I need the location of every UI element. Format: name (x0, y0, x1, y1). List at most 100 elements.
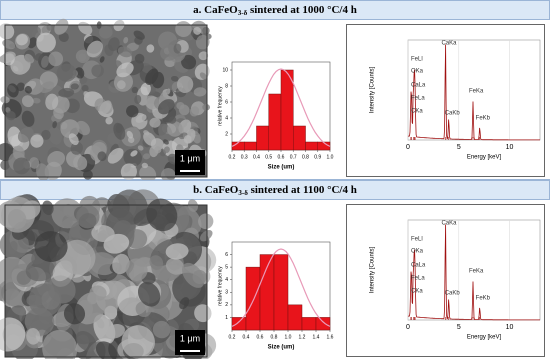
x-tick-label: 5 (457, 324, 461, 331)
spectrum-trace (407, 44, 540, 141)
sem-grain (202, 103, 211, 111)
y-tick-label: 5 (225, 264, 228, 270)
sem-grain (16, 82, 25, 92)
sem-grain (60, 119, 80, 139)
sem-grain (42, 329, 78, 359)
sem-image (0, 18, 212, 183)
sem-grain (0, 23, 15, 40)
fit-curve (231, 248, 331, 327)
sem-grain (12, 65, 19, 72)
sem-grain (198, 213, 214, 230)
histogram-bar (273, 254, 289, 331)
sem-grain (12, 145, 25, 161)
peak-label: FeLl (411, 237, 423, 243)
sem-grain (7, 126, 22, 147)
sem-grain (16, 33, 28, 46)
histogram-bar (293, 125, 306, 151)
histogram-bar (231, 317, 247, 331)
sem-grain (181, 262, 205, 288)
histogram-bar (287, 304, 303, 331)
sem-image (0, 189, 217, 359)
x-tick-label: 10 (506, 144, 514, 151)
x-tick-label: 0 (406, 144, 410, 151)
sem-frame (4, 24, 208, 178)
x-axis-label: Size (um) (268, 345, 295, 351)
x-tick-label: 0.8 (302, 154, 309, 160)
sem-grain (193, 87, 207, 97)
sem-grain (58, 32, 69, 42)
sem-grain (130, 150, 138, 157)
sem-grain (126, 105, 139, 118)
y-tick-label: 6 (225, 99, 228, 105)
y-tick-label: 3 (225, 290, 228, 296)
sem-grain (193, 26, 202, 35)
x-tick-label: 1.4 (313, 334, 320, 340)
sem-grain (41, 55, 49, 68)
sem-grain (137, 145, 144, 151)
sem-grain (91, 64, 104, 78)
peak-label: CaKb (445, 111, 461, 117)
y-tick-label: 4 (225, 277, 228, 283)
sem-grain (176, 75, 194, 93)
sem-grain (121, 325, 155, 359)
x-tick-label: 0 (406, 324, 410, 331)
spectrum-plot (407, 219, 541, 321)
x-tick-label: 0.3 (241, 154, 248, 160)
scale-bar-label: 1 μm (180, 153, 200, 163)
sem-grain (145, 68, 159, 85)
sem-grain (8, 240, 18, 255)
sem-grain (17, 127, 34, 143)
sem-grain (140, 82, 151, 96)
sem-grain (176, 101, 185, 110)
y-axis-label: Intensity [Counts] (370, 66, 376, 113)
sem-grain (157, 99, 175, 115)
sem-grain (199, 229, 213, 242)
sem-grain (127, 136, 135, 144)
sem-grain (26, 328, 41, 345)
sem-grain (34, 53, 43, 61)
sem-grain (34, 231, 68, 262)
sem-grain (32, 97, 41, 104)
sem-grain (0, 317, 26, 352)
sem-grain (173, 43, 182, 54)
title-subscript: 3-δ (238, 9, 248, 17)
sem-grain (163, 139, 169, 145)
sem-grain (189, 106, 200, 117)
sem-grain (202, 26, 210, 35)
sem-grain (168, 116, 177, 124)
sem-grain (30, 134, 44, 148)
histogram-bar (301, 317, 317, 331)
sem-grain (45, 93, 59, 110)
title-text: sintered at 1000 °C/4 h (247, 4, 357, 16)
y-tick-label: 6 (225, 252, 228, 258)
y-axis-label: relative frequency (217, 266, 223, 306)
sem-grain (76, 120, 90, 136)
sem-grain (99, 56, 105, 63)
sem-grain (73, 155, 88, 171)
spectrum-trace (407, 224, 540, 321)
sem-grain (167, 121, 183, 137)
histogram-bar (259, 254, 275, 331)
sem-grain (68, 133, 79, 146)
x-tick-label: 0.2 (229, 334, 236, 340)
sem-grain (112, 253, 130, 275)
sem-grain (107, 37, 120, 52)
y-axis-label: Intensity [Counts] (370, 246, 376, 293)
peak-label: CaLa (411, 263, 426, 269)
sem-grain (199, 72, 207, 80)
sem-grain (181, 54, 197, 70)
sem-grain (179, 297, 190, 310)
sem-grain (105, 116, 113, 125)
x-tick-label: 0.6 (257, 334, 264, 340)
sem-grain (54, 18, 69, 35)
sem-grain (107, 148, 124, 164)
title-text: sintered at 1100 °C/4 h (248, 184, 357, 196)
sem-grain (24, 85, 32, 94)
peak-label: CaKb (445, 291, 461, 297)
histogram-bar (280, 69, 294, 151)
sem-grain (89, 285, 107, 301)
sem-grain (126, 130, 134, 139)
sem-grain (160, 167, 176, 183)
x-tick-label: 0.5 (265, 154, 272, 160)
